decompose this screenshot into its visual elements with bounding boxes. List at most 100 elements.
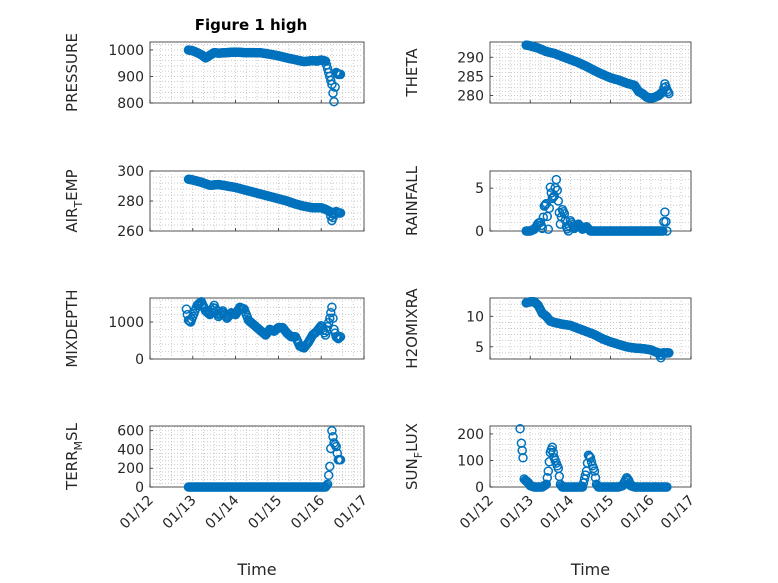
y-tick-label: 900: [117, 69, 144, 85]
data-point: [580, 470, 591, 480]
data-point: [543, 224, 554, 235]
y-axis-label: MIXDEPTH: [63, 289, 81, 367]
y-axis-label-rest: LUX: [403, 423, 421, 452]
y-tick-label: 5: [475, 181, 484, 197]
data-point: [518, 453, 528, 463]
data-point: [335, 455, 346, 465]
y-tick-label: 0: [135, 480, 144, 496]
y-tick-label: 1000: [108, 315, 144, 331]
data-point: [559, 209, 570, 219]
theta-subplot: 280 285 290 THETA: [403, 40, 692, 104]
data-point: [538, 212, 549, 223]
data-point: [515, 423, 525, 434]
data-point: [662, 226, 672, 236]
h2omixra-subplot: 5 10 H2OMIXRA: [403, 288, 692, 369]
pressure-subplot: 800 900 1000 PRESSURE: [63, 33, 365, 112]
data-point: [335, 208, 346, 218]
x-tick-label: 01/13: [160, 493, 200, 533]
y-axis-label: PRESSURE: [63, 33, 81, 112]
y-tick-label: 800: [117, 96, 144, 112]
y-axis-label-main: TERR: [63, 450, 81, 491]
y-axis-label: SUNFLUX: [403, 423, 425, 490]
data-point: [335, 332, 346, 342]
x-tick-label: 01/14: [203, 492, 243, 532]
data-point: [541, 198, 552, 209]
x-tick-label: 01/15: [578, 493, 618, 533]
y-tick-label: 300: [117, 164, 144, 180]
air-temp-subplot: 260 280 300 AIRTEMP: [63, 164, 365, 240]
y-axis-label: AIRTEMP: [63, 169, 85, 232]
y-tick-label: 400: [117, 442, 144, 458]
y-tick-label: 290: [457, 50, 484, 66]
y-tick-label: 100: [457, 453, 484, 469]
x-tick-label: 01/14: [537, 492, 577, 532]
mixdepth-subplot: 0 1000 MIXDEPTH: [63, 289, 365, 368]
y-tick-label: 0: [475, 480, 484, 496]
y-tick-label: 200: [117, 461, 144, 477]
data-point: [658, 226, 668, 236]
grid: [150, 426, 364, 487]
data-point: [320, 482, 331, 492]
data-point: [326, 75, 336, 86]
rainfall-subplot: 0 5 RAINFALL: [403, 165, 692, 240]
y-axis-label-main: SUN: [403, 458, 421, 490]
data-point: [553, 196, 564, 206]
data-series: [515, 423, 672, 492]
x-tick-label: 01/13: [497, 493, 537, 533]
y-axis-label: RAINFALL: [403, 165, 421, 236]
y-tick-label: 260: [117, 224, 144, 240]
grid: [490, 171, 691, 231]
data-point: [621, 472, 632, 483]
data-point: [320, 330, 331, 340]
y-axis-label-rest: SL: [63, 422, 81, 441]
y-tick-label: 0: [475, 224, 484, 240]
data-point: [322, 479, 333, 489]
y-axis-label-main: AIR: [63, 208, 81, 233]
data-point: [321, 480, 332, 491]
y-tick-label: 1000: [108, 43, 144, 59]
y-axis-label: TERRMSL: [63, 422, 85, 491]
data-point: [655, 89, 665, 100]
data-point: [589, 466, 600, 476]
y-axis-label-subscript: T: [72, 201, 85, 209]
data-series: [183, 174, 346, 226]
y-tick-label: 200: [457, 427, 484, 443]
data-point: [660, 207, 670, 217]
data-point: [327, 302, 337, 312]
data-series: [521, 40, 674, 103]
y-axis-label: H2OMIXRA: [403, 288, 421, 369]
x-tick-label: 01/16: [618, 492, 658, 532]
y-tick-label: 280: [457, 88, 484, 104]
y-axis-label-subscript: F: [412, 452, 425, 458]
data-series: [521, 296, 674, 363]
y-tick-label: 285: [457, 69, 484, 85]
data-point: [326, 308, 336, 318]
x-tick-label: 01/12: [117, 493, 157, 533]
sun-flux-subplot: 0 100 200 01/12 01/13 01/14 01/15 01/16 01/17 Tim…: [403, 423, 698, 579]
data-point: [543, 466, 554, 476]
data-point: [552, 185, 563, 196]
data-point: [334, 332, 345, 343]
data-point: [537, 223, 548, 234]
data-point: [664, 88, 674, 99]
data-point: [181, 304, 192, 314]
data-point: [327, 425, 337, 436]
data-point: [323, 470, 334, 481]
data-point: [331, 441, 341, 452]
x-tick-label: 01/15: [245, 493, 285, 533]
data-series: [181, 296, 346, 353]
y-tick-label: 600: [117, 424, 144, 440]
y-axis-label-rest: EMP: [63, 169, 81, 200]
y-axis-label-subscript: M: [72, 441, 85, 451]
data-point: [333, 333, 344, 344]
data-series: [521, 174, 672, 236]
data-point: [664, 348, 674, 358]
data-point: [661, 216, 671, 227]
terr-msl-subplot: 0 200 400 600 01/12 01/13 01/14 01/15 01/16 01/17…: [63, 422, 371, 579]
data-point: [662, 482, 672, 492]
x-tick-label: 01/17: [331, 493, 371, 533]
figure-title: Figure 1 high: [195, 16, 308, 34]
x-axis-label: Time: [570, 560, 610, 579]
y-tick-label: 5: [475, 340, 484, 356]
